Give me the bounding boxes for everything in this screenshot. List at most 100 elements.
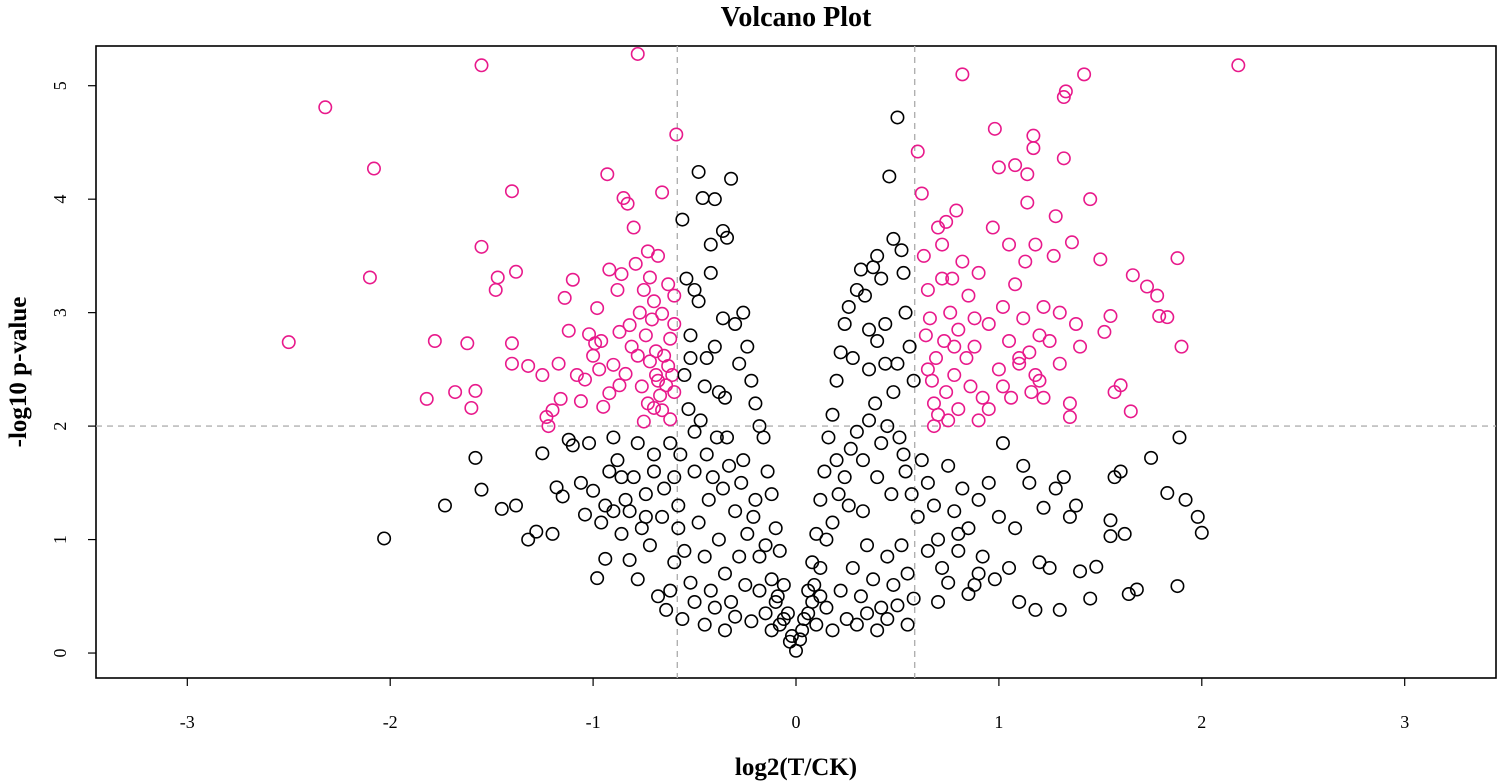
y-axis-label: -log10 p-value	[5, 297, 32, 448]
nonsignificant-point	[667, 555, 682, 570]
significant-point	[943, 305, 958, 320]
nonsignificant-point	[722, 458, 737, 473]
nonsignificant-point	[833, 583, 848, 598]
nonsignificant-point	[833, 345, 848, 360]
nonsignificant-point	[951, 543, 966, 558]
x-axis-ticks: -3 -2 -1 0 1 2 3	[180, 678, 1409, 732]
nonsignificant-point	[874, 600, 889, 615]
significant-point	[504, 336, 519, 351]
y-tick-label: 1	[50, 535, 70, 544]
significant-point	[924, 373, 939, 388]
nonsignificant-point	[841, 299, 856, 314]
nonsignificant-point	[987, 572, 1002, 587]
nonsignificant-point	[594, 515, 609, 530]
significant-point	[474, 239, 489, 254]
nonsignificant-point	[849, 617, 864, 632]
nonsignificant-point	[1016, 458, 1031, 473]
significant-point	[659, 378, 674, 393]
x-tick-label: -1	[586, 712, 601, 732]
nonsignificant-point	[1144, 450, 1159, 465]
significant-point	[1052, 356, 1067, 371]
significant-point	[1026, 128, 1041, 143]
nonsignificant-point	[825, 407, 840, 422]
significant-point	[545, 403, 560, 418]
nonsignificant-point	[687, 424, 702, 439]
nonsignificant-point	[659, 602, 674, 617]
significant-point	[1036, 299, 1051, 314]
significant-point	[610, 282, 625, 297]
significant-point	[521, 358, 536, 373]
nonsignificant-point	[914, 453, 929, 468]
nonsignificant-point	[687, 464, 702, 479]
significant-point	[661, 358, 676, 373]
nonsignificant-point	[890, 110, 905, 125]
significant-point	[632, 305, 647, 320]
significant-point	[553, 391, 568, 406]
significant-point	[951, 402, 966, 417]
significant-point	[961, 288, 976, 303]
significant-point	[916, 248, 931, 263]
nonsignificant-point	[896, 265, 911, 280]
significant-point	[592, 362, 607, 377]
nonsignificant-point	[870, 470, 885, 485]
significant-point	[655, 403, 670, 418]
nonsignificant-point	[941, 458, 956, 473]
significant-point	[1160, 310, 1175, 325]
nonsignificant-point	[991, 509, 1006, 524]
nonsignificant-point	[975, 549, 990, 564]
significant-point	[1058, 84, 1073, 99]
chart-title: Volcano Plot	[721, 2, 872, 33]
x-tick-label: 0	[792, 712, 801, 732]
nonsignificant-point	[896, 447, 911, 462]
significant-point	[926, 396, 941, 411]
nonsignificant-point	[758, 606, 773, 621]
nonsignificant-point	[898, 305, 913, 320]
nonsignificant-point	[590, 571, 605, 586]
significant-point	[1024, 385, 1039, 400]
significant-point	[667, 288, 682, 303]
significant-point	[318, 100, 333, 115]
significant-point	[655, 306, 670, 321]
nonsignificant-point	[699, 351, 714, 366]
significant-point	[504, 184, 519, 199]
x-axis-label: log2(T/CK)	[735, 754, 857, 781]
nonsignificant-point	[782, 634, 797, 649]
nonsignificant-point	[853, 589, 868, 604]
nonsignificant-point	[880, 549, 895, 564]
nonsignificant-point	[529, 524, 544, 539]
nonsignificant-point	[874, 436, 889, 451]
nonsignificant-point	[709, 430, 724, 445]
nonsignificant-point	[1103, 529, 1118, 544]
significant-point	[981, 402, 996, 417]
nonsignificant-point	[602, 464, 617, 479]
nonsignificant-point	[752, 549, 767, 564]
x-tick-label: -2	[383, 712, 398, 732]
nonsignificant-point	[468, 450, 483, 465]
significant-point	[987, 121, 1002, 136]
nonsignificant-point	[821, 430, 836, 445]
significant-point	[1046, 248, 1061, 263]
nonsignificant-point	[931, 594, 946, 609]
nonsignificant-point	[1178, 492, 1193, 507]
nonsignificant-point	[715, 481, 730, 496]
significant-point	[590, 301, 605, 316]
significant-point	[646, 294, 661, 309]
nonsignificant-point	[1022, 475, 1037, 490]
nonsignificant-point	[663, 583, 678, 598]
significant-point	[1231, 58, 1246, 73]
nonsignificant-point	[675, 611, 690, 626]
x-tick-label: 1	[994, 712, 1003, 732]
significant-point	[474, 58, 489, 73]
nonsignificant-point	[1113, 464, 1128, 479]
nonsignificant-point	[1036, 500, 1051, 515]
nonsignificant-point	[955, 481, 970, 496]
significant-point	[1004, 390, 1019, 405]
x-tick-label: 3	[1400, 712, 1409, 732]
nonsignificant-point	[892, 430, 907, 445]
nonsignificant-point	[878, 316, 893, 331]
significant-point	[947, 368, 962, 383]
nonsignificant-point	[760, 464, 775, 479]
nonsignificant-point	[1121, 587, 1136, 602]
significant-point	[468, 383, 483, 398]
significant-point	[975, 390, 990, 405]
